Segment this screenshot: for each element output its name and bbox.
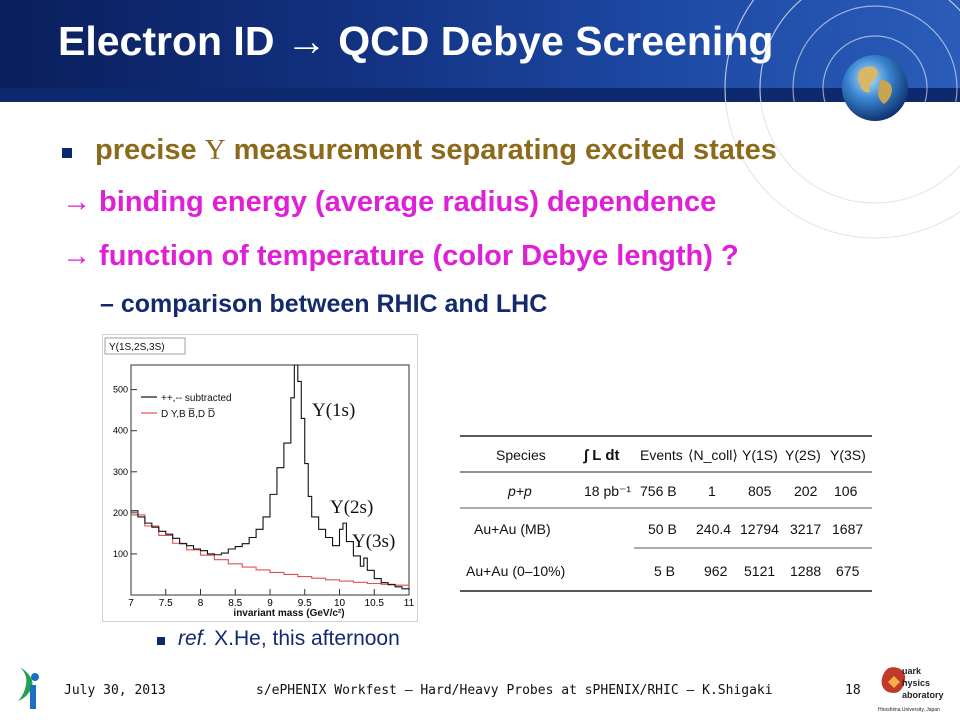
cell-y1s: 5121: [744, 563, 775, 579]
footer-center: s/ePHENIX Workfest – Hard/Heavy Probes a…: [256, 683, 773, 698]
th-ncoll: ⟨N_coll⟩: [688, 447, 738, 463]
mass-spectrum-plot: Υ(1S,2S,3S) 7 7.5 8 8.5 9 9.5 10 10.5 11 100 200 30…: [102, 334, 418, 622]
y-tick-label: 100: [113, 549, 128, 559]
slide-title: Electron ID → QCD Debye Screening: [58, 18, 774, 64]
bullet-upsilon-measurement: precise Υ measurement separating excited…: [95, 134, 777, 166]
x-tick-label: 9: [267, 598, 273, 609]
th-y3s: Υ(3S): [830, 447, 866, 463]
cell-y1s: 805: [748, 483, 772, 499]
cell-events: 5 B: [654, 563, 675, 579]
x-tick-label: 10.5: [365, 598, 385, 609]
cell-species: Au+Au (MB): [474, 521, 551, 537]
cell-ncoll: 1: [708, 483, 716, 499]
x-tick-label: 8.5: [228, 598, 242, 609]
x-tick-label: 10: [334, 598, 346, 609]
cell-luminosity: 18 pb⁻¹: [584, 483, 631, 499]
legend-background: D Y,B B̅,D D̅: [161, 408, 215, 420]
bullet-comparison: – comparison between RHIC and LHC: [100, 290, 548, 318]
footer-date: July 30, 2013: [64, 683, 166, 698]
reference-italic: ref.: [178, 627, 209, 650]
plot-title: Υ(1S,2S,3S): [109, 342, 165, 353]
cell-y3s: 106: [834, 483, 858, 499]
yield-table: Species ∫ L dt Events ⟨N_coll⟩ Υ(1S) Υ(2…: [460, 434, 872, 594]
title-bar-stripe: [0, 88, 960, 102]
phenix-logo-icon: [18, 667, 39, 709]
cell-y2s: 1288: [790, 563, 821, 579]
mass-spectrum-svg: Υ(1S,2S,3S) 7 7.5 8 8.5 9 9.5 10 10.5 11 100 200 30…: [104, 337, 415, 619]
peak-label-2s: Υ(2s): [330, 497, 374, 518]
series-line-subtracted: [131, 364, 410, 591]
footer-page-number: 18: [845, 683, 861, 698]
logo-text-univ: Hiroshima University, Japan: [878, 707, 940, 713]
cell-y3s: 1687: [832, 521, 863, 537]
cell-species: Au+Au (0–10%): [466, 563, 565, 579]
bullet-temperature: → function of temperature (color Debye l…: [62, 240, 739, 272]
cell-species: p+p: [507, 483, 532, 499]
legend-subtracted: ++,-- subtracted: [161, 393, 232, 404]
cell-events: 50 B: [648, 521, 677, 537]
cell-ncoll: 962: [704, 563, 728, 579]
logo-text-uark: uark: [902, 666, 922, 676]
peak-label-3s: Υ(3s): [352, 531, 396, 552]
peak-label-1s: Υ(1s): [312, 400, 356, 421]
cell-ncoll: 240.4: [696, 521, 731, 537]
th-luminosity: ∫ L dt: [583, 447, 620, 464]
title-bar: Electron ID → QCD Debye Screening: [0, 0, 960, 88]
y-tick-label: 500: [113, 385, 128, 395]
cell-y3s: 675: [836, 563, 860, 579]
plot-axes: 7 7.5 8 8.5 9 9.5 10 10.5 11 100 200 300 400 500: [113, 385, 415, 609]
logo-text-hysics: hysics: [902, 678, 930, 688]
cell-y1s: 12794: [740, 521, 779, 537]
x-tick-label: 9.5: [298, 598, 312, 609]
th-events: Events: [640, 447, 683, 463]
yield-table-svg: Species ∫ L dt Events ⟨N_coll⟩ Υ(1S) Υ(2…: [460, 435, 872, 592]
plot-title-box: [104, 337, 186, 355]
y-tick-label: 200: [113, 508, 128, 518]
th-species: Species: [496, 447, 546, 463]
y-tick-label: 300: [113, 467, 128, 477]
cell-y2s: 202: [794, 483, 818, 499]
reference-text: X.He, this afternoon: [208, 627, 400, 650]
cell-y2s: 3217: [790, 521, 821, 537]
th-y2s: Υ(2S): [785, 447, 821, 463]
x-tick-label: 7.5: [159, 598, 173, 609]
cell-events: 756 B: [640, 483, 677, 499]
y-tick-label: 400: [113, 426, 128, 436]
plot-series: [131, 364, 410, 591]
x-tick-label: 7: [128, 598, 134, 609]
bullet-marker: [157, 637, 165, 645]
reference-note: ref. X.He, this afternoon: [178, 627, 400, 651]
logo-text-aboratory: aboratory: [902, 690, 944, 700]
x-tick-label: 11: [404, 598, 415, 609]
globe-icon: [724, 0, 960, 239]
bullet-binding-energy: → binding energy (average radius) depend…: [62, 186, 717, 218]
x-tick-label: 8: [198, 598, 204, 609]
th-y1s: Υ(1S): [742, 447, 778, 463]
quark-physics-lab-logo-icon: uark hysics aboratory Hiroshima Universi…: [878, 666, 944, 713]
bullet-marker: [62, 148, 72, 158]
x-axis-label: invariant mass (GeV/c²): [233, 608, 344, 619]
